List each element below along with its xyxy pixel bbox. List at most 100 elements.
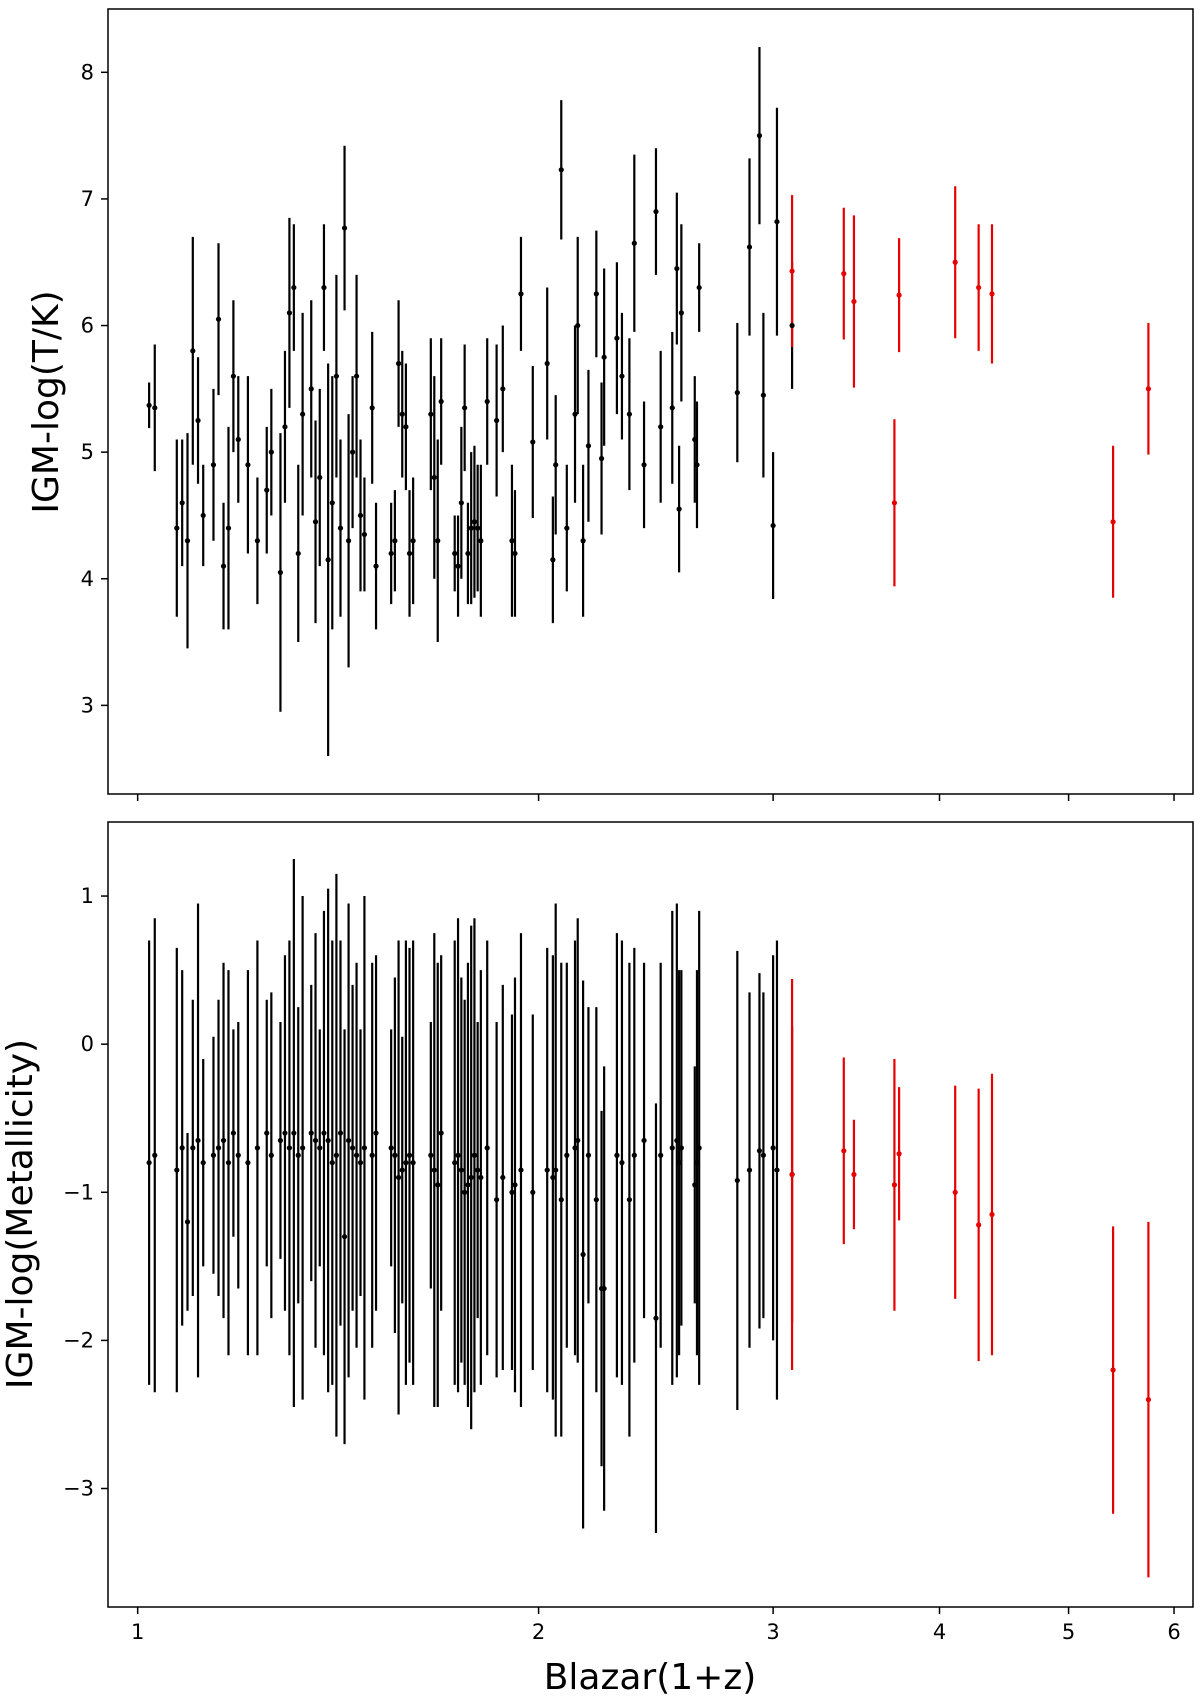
bottom-x-ticks: 1 2 3 4 5 6 [131,1607,1181,1644]
bottom-data-point [478,1174,484,1181]
top-data-point [601,354,607,360]
top-y-tick-label: 5 [81,440,94,464]
bottom-data-point [254,1145,261,1151]
top-data-point [575,322,581,329]
bottom-data-point [341,1234,348,1240]
bottom-data-point [403,1160,409,1166]
bottom-data-point [550,1174,556,1181]
top-panel: 3 4 5 6 7 8 IGM-log(T/K) [26,8,1194,801]
top-data-point [976,284,982,291]
top-data-point [500,386,506,392]
bottom-data-point [428,1152,434,1158]
top-data-point [325,557,331,563]
bottom-data-point [268,1152,274,1158]
top-data-point [357,512,364,519]
top-data-point [509,538,515,544]
bottom-data-point [317,1145,323,1151]
top-y-axis-label: IGM-log(T/K) [26,290,67,513]
top-data-point [462,405,468,411]
top-data-point [518,291,524,297]
bottom-data-point [976,1222,982,1228]
top-data-point [494,417,500,424]
bottom-data-point [174,1167,180,1173]
top-data-point [564,525,570,531]
top-y-tick-label: 6 [81,314,94,338]
bottom-data-point [179,1145,185,1151]
top-data-point [669,405,675,411]
bottom-data-point [452,1160,458,1166]
top-data-point [264,487,270,493]
bottom-data-point [774,1167,780,1173]
top-data-point [585,443,592,449]
bottom-x-tick-label: 1 [131,1620,144,1644]
bottom-data-point [215,1145,222,1151]
bottom-data-point [235,1152,241,1158]
bottom-data-point [295,1152,301,1158]
top-data-point [676,506,682,512]
top-data-point [891,500,898,506]
top-data-point [215,316,222,322]
bottom-data-point [395,1174,402,1181]
bottom-data-point [851,1171,857,1178]
top-data-point [471,519,478,525]
top-data-point [593,291,599,297]
top-data-point [851,298,857,305]
top-data-point [512,550,518,557]
top-data-point [373,563,379,569]
bottom-data-point [614,1152,620,1158]
bottom-data-point [264,1130,270,1136]
bottom-data-point [553,1167,559,1173]
bottom-markers [146,1130,1152,1403]
top-data-point [841,271,847,277]
bottom-data-point [544,1167,550,1173]
top-data-point [146,402,152,408]
top-data-point [410,538,416,544]
top-data-point [789,322,795,329]
top-data-point [896,292,902,298]
bottom-data-point [518,1167,524,1173]
top-data-point [406,550,413,557]
bottom-data-point [601,1285,607,1292]
top-data-point [468,525,474,531]
top-data-point [333,373,339,379]
top-data-point [438,398,444,405]
top-data-point [580,538,586,544]
bottom-data-point [325,1137,331,1144]
top-data-point [277,569,284,576]
top-data-point [619,373,625,379]
bottom-data-point [468,1174,474,1181]
top-data-point [658,424,664,430]
bottom-data-point [357,1160,364,1166]
top-data-point [395,360,402,367]
bottom-data-point [575,1137,581,1144]
top-data-point [770,522,776,529]
top-data-point [152,405,158,411]
top-data-point [392,538,398,544]
bottom-y-tick-label: −1 [63,1180,94,1204]
top-data-point [435,538,441,544]
x-axis-label: Blazar(1+z) [544,1657,757,1698]
bottom-data-point [585,1152,592,1158]
top-data-point [484,398,490,405]
bottom-data-point [841,1148,847,1154]
bottom-data-point [756,1148,763,1154]
top-data-point [553,462,559,468]
top-data-point [452,550,458,557]
top-data-point [734,390,740,396]
top-data-point [337,525,344,531]
top-data-point [1145,386,1152,392]
top-data-point [245,462,251,468]
bottom-data-point [760,1152,766,1158]
top-data-point [626,411,633,417]
bottom-data-point [308,1130,314,1136]
top-data-point [220,563,227,569]
top-plot-frame [107,8,1194,795]
top-data-point [774,219,780,225]
bottom-data-point [361,1145,368,1151]
top-data-point [308,386,314,392]
top-data-point [544,360,550,367]
top-data-point [349,449,356,455]
bottom-data-point [345,1137,352,1144]
bottom-data-point [337,1130,344,1136]
top-data-point [478,538,484,544]
